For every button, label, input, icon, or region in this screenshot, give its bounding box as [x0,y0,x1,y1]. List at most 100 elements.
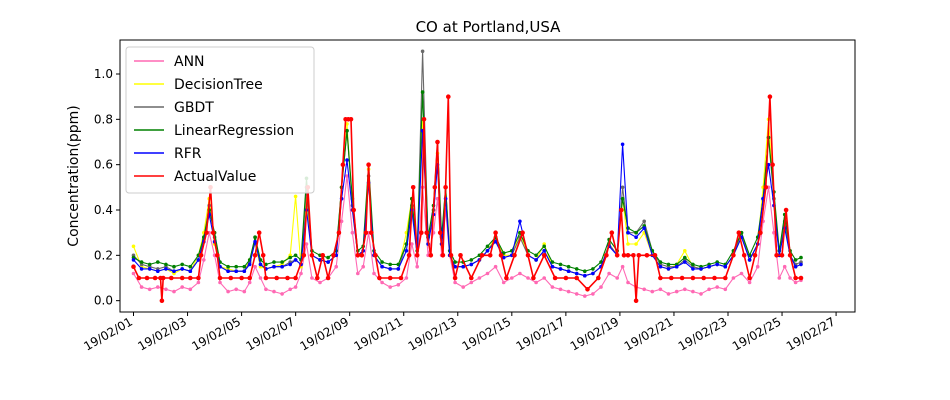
data-point-ann [626,280,630,285]
data-point-ann [666,292,671,296]
data-point-actualvalue [256,230,262,235]
data-point-ann [510,276,514,280]
data-point-rfr [180,267,184,271]
data-point-actualvalue [198,253,204,258]
data-point-actualvalue [363,230,369,235]
data-point-ann [258,276,263,280]
data-point-actualvalue [320,253,326,258]
data-point-actualvalue [188,275,193,281]
data-point-actualvalue [293,275,298,281]
data-point-actualvalue [741,253,747,258]
data-point-actualvalue [504,275,509,281]
data-point-actualvalue [793,275,798,281]
data-point-rfr [280,264,284,269]
y-axis-title: Concentration(ppm) [66,105,82,246]
data-point-actualvalue [301,253,307,258]
data-point-actualvalue [428,253,434,258]
data-point-rfr [518,219,522,224]
data-point-linearregression [253,235,257,239]
data-point-rfr [493,239,498,244]
data-point-ann [534,280,538,285]
data-point-actualvalue [435,139,440,145]
data-point-linearregression [147,262,152,267]
data-point-actualvalue [493,230,498,235]
data-point-gbdt [420,49,425,54]
data-point-ann [453,280,457,285]
data-point-linearregression [188,264,193,269]
data-point-ann [404,276,409,280]
data-point-linearregression [326,255,330,260]
data-point-linearregression [666,262,671,267]
data-point-rfr [247,262,252,267]
data-point-rfr [226,269,230,274]
data-point-ann [350,230,355,235]
data-point-actualvalue [169,275,174,281]
data-point-actualvalue [152,275,158,281]
data-point-actualvalue [574,275,579,281]
data-point-ann [526,276,530,280]
data-point-ann [131,271,136,276]
data-point-rfr [345,158,349,162]
data-point-linearregression [272,260,276,264]
data-point-ann [715,285,719,289]
data-point-ann [172,289,176,294]
data-point-actualvalue [359,253,365,258]
data-point-ann [310,276,314,280]
data-point-actualvalue [531,275,536,281]
data-point-ann [202,258,206,262]
data-point-linearregression [683,255,687,260]
data-point-actualvalue [631,253,636,258]
data-point-rfr [164,267,168,271]
data-point-rfr [620,142,625,147]
data-point-rfr [404,249,409,253]
data-point-rfr [258,262,263,267]
data-point-actualvalue [196,275,201,281]
data-point-linearregression [164,262,168,267]
data-point-actualvalue [414,253,420,258]
data-point-rfr [691,267,695,271]
data-point-rfr [396,267,401,271]
data-point-actualvalue [355,253,361,258]
data-point-rfr [272,264,276,269]
data-point-actualvalue [440,253,446,258]
data-point-linearregression [172,264,176,269]
data-point-actualvalue [774,253,779,258]
data-point-actualvalue [520,230,525,235]
data-point-rfr [799,262,803,267]
data-point-linearregression [558,262,563,267]
data-point-ann [650,289,655,294]
data-point-ann [356,271,360,276]
data-point-rfr [469,262,474,267]
data-point-linearregression [591,267,595,271]
data-point-actualvalue [204,230,209,235]
data-point-ann [280,292,284,296]
data-point-ann [188,287,193,292]
data-point-rfr [558,267,563,271]
data-point-actualvalue [758,230,763,235]
data-point-rfr [747,258,752,262]
legend-label: RFR [174,146,202,162]
data-point-ann [583,294,587,298]
data-point-actualvalue [652,253,658,258]
data-point-actualvalue [159,298,165,304]
data-point-actualvalue [446,94,451,99]
data-point-rfr [674,264,679,269]
data-point-actualvalue [621,253,627,258]
data-point-ann [691,289,695,294]
data-point-ann [518,271,522,276]
data-point-linearregression [583,269,587,274]
y-tick-label: 0.2 [94,248,113,262]
data-point-rfr [707,264,711,269]
data-point-rfr [634,235,638,239]
data-point-actualvalue [179,275,185,281]
data-point-actualvalue [596,275,601,281]
data-point-linearregression [485,244,490,249]
data-point-linearregression [156,260,160,264]
plot-frame [119,39,856,313]
data-point-rfr [591,271,595,276]
data-point-rfr [326,260,330,264]
data-point-linearregression [469,258,474,262]
data-point-gbdt [642,219,646,224]
legend-box [125,46,315,194]
legend-entry-actualvalue: ActualValue [134,169,256,185]
